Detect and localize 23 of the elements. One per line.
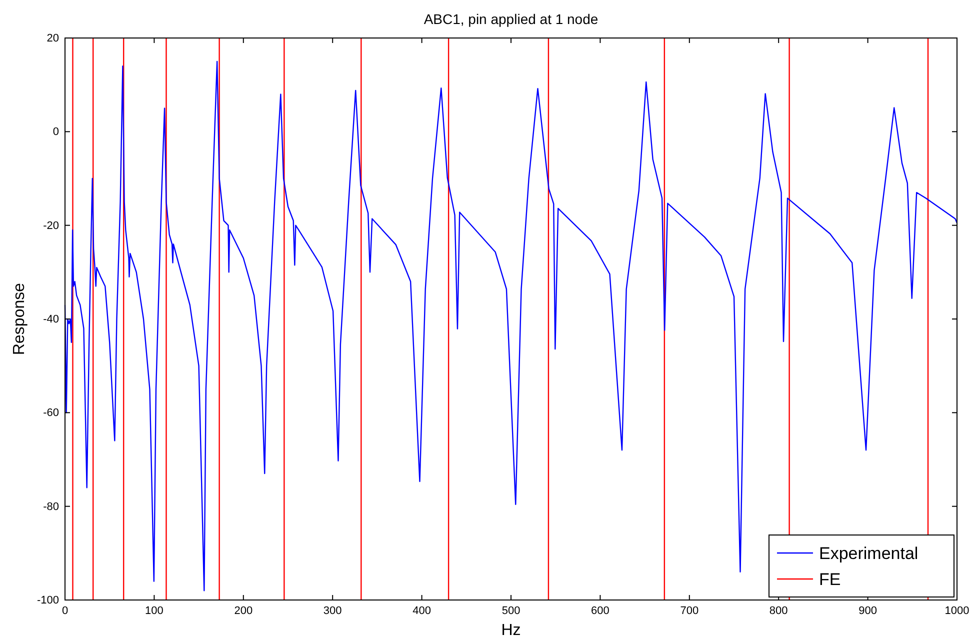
x-tick-label: 900 xyxy=(858,604,877,617)
y-tick-label: -60 xyxy=(43,407,59,420)
y-axis-title: Response xyxy=(11,282,28,356)
x-tick-label: 300 xyxy=(323,604,342,617)
legend-label: Experimental xyxy=(819,544,918,563)
x-tick-label: 400 xyxy=(412,604,431,617)
x-tick-label: 200 xyxy=(234,604,253,617)
x-tick-label: 1000 xyxy=(944,604,970,617)
x-tick-label: 100 xyxy=(145,604,164,617)
x-tick-label: 700 xyxy=(680,604,699,617)
x-axis-title: Hz xyxy=(501,622,521,639)
x-tick-label: 600 xyxy=(591,604,610,617)
x-tick-label: 0 xyxy=(62,604,68,617)
x-tick-label: 500 xyxy=(502,604,520,617)
legend-label: FE xyxy=(819,570,841,589)
y-tick-label: -20 xyxy=(43,220,59,232)
chart-title: ABC1, pin applied at 1 node xyxy=(424,11,598,27)
y-tick-label: -100 xyxy=(36,594,59,607)
y-tick-label: -80 xyxy=(43,500,59,513)
y-tick-label: 0 xyxy=(52,126,59,138)
y-tick-label: -40 xyxy=(43,314,59,326)
y-tick-label: 20 xyxy=(46,32,59,45)
x-tick-label: 800 xyxy=(769,604,788,617)
